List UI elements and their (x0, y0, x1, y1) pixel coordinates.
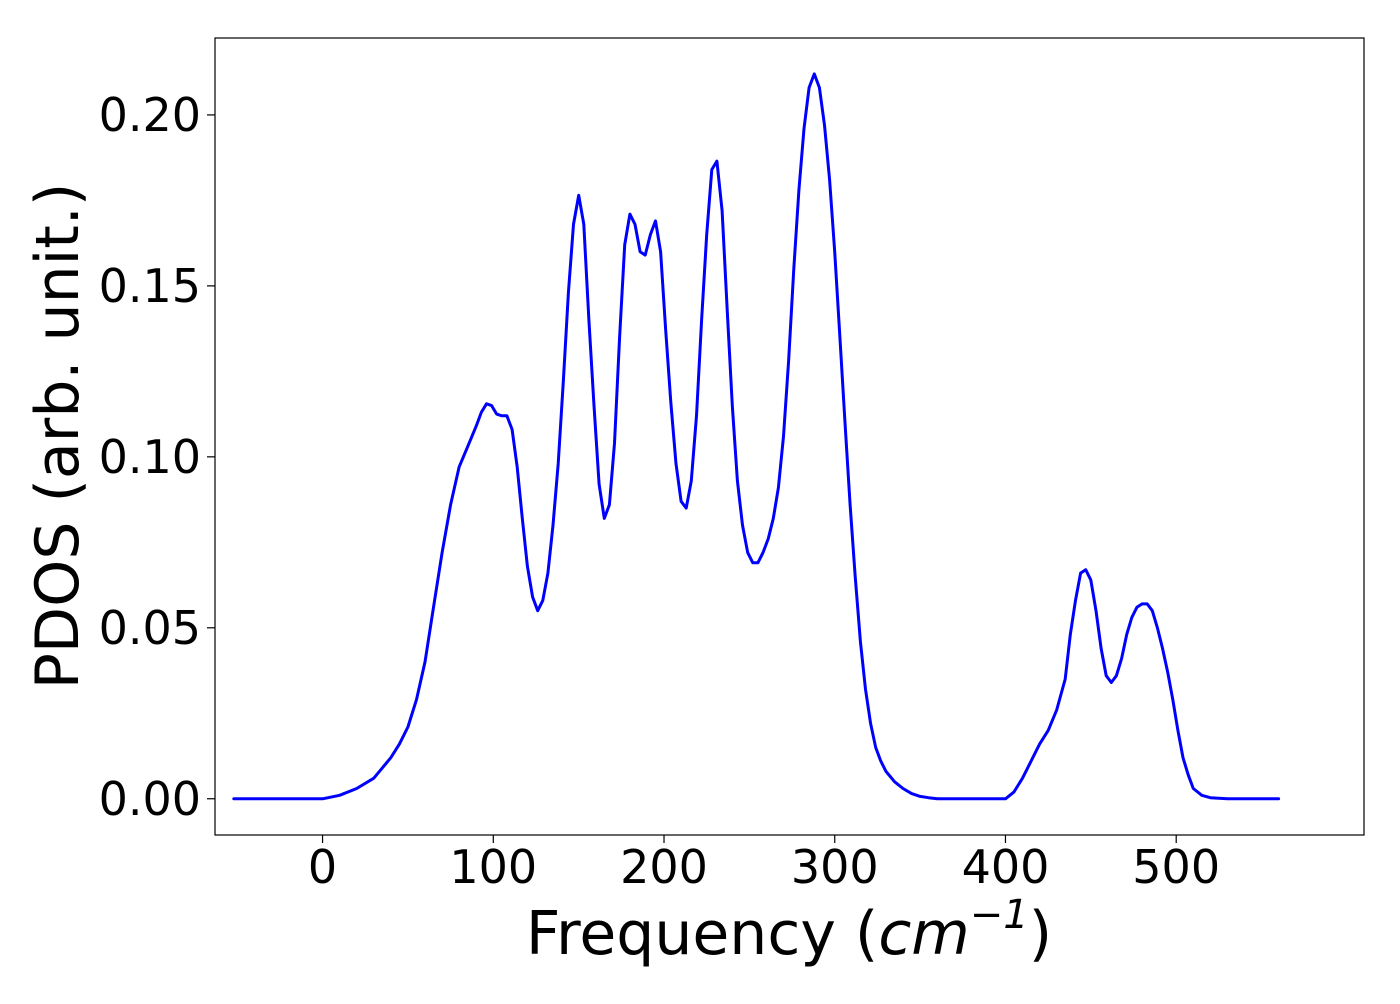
x-axis-label-close-paren: ) (1029, 899, 1052, 969)
y-tick-label: 0.05 (99, 601, 201, 655)
x-tick-label: 300 (791, 840, 879, 894)
x-tick-label: 100 (449, 840, 537, 894)
x-axis-label-open-paren: ( (836, 899, 878, 969)
x-axis-label: Frequency (cm−1) (526, 892, 1052, 969)
y-axis-label: PDOS (arb. unit.) (23, 183, 93, 690)
x-tick-label: 500 (1132, 840, 1220, 894)
y-tick-label: 0.15 (99, 259, 201, 313)
x-tick-label: 200 (620, 840, 708, 894)
x-axis-label-unit: cm (878, 899, 969, 969)
y-tick-label: 0.10 (99, 430, 201, 484)
x-tick-label: 0 (308, 840, 337, 894)
y-tick-label: 0.00 (99, 772, 201, 826)
x-axis-label-text: Frequency (526, 899, 836, 969)
x-axis-label-exponent: −1 (970, 892, 1029, 938)
plot-frame (214, 37, 1365, 836)
y-axis-ticks: 0.00 0.05 0.10 0.15 0.20 (99, 88, 215, 826)
pdos-series-line (232, 72, 1281, 801)
x-axis-ticks: 0 100 200 300 400 500 (308, 835, 1220, 894)
x-tick-label: 400 (962, 840, 1050, 894)
y-tick-label: 0.20 (99, 88, 201, 142)
